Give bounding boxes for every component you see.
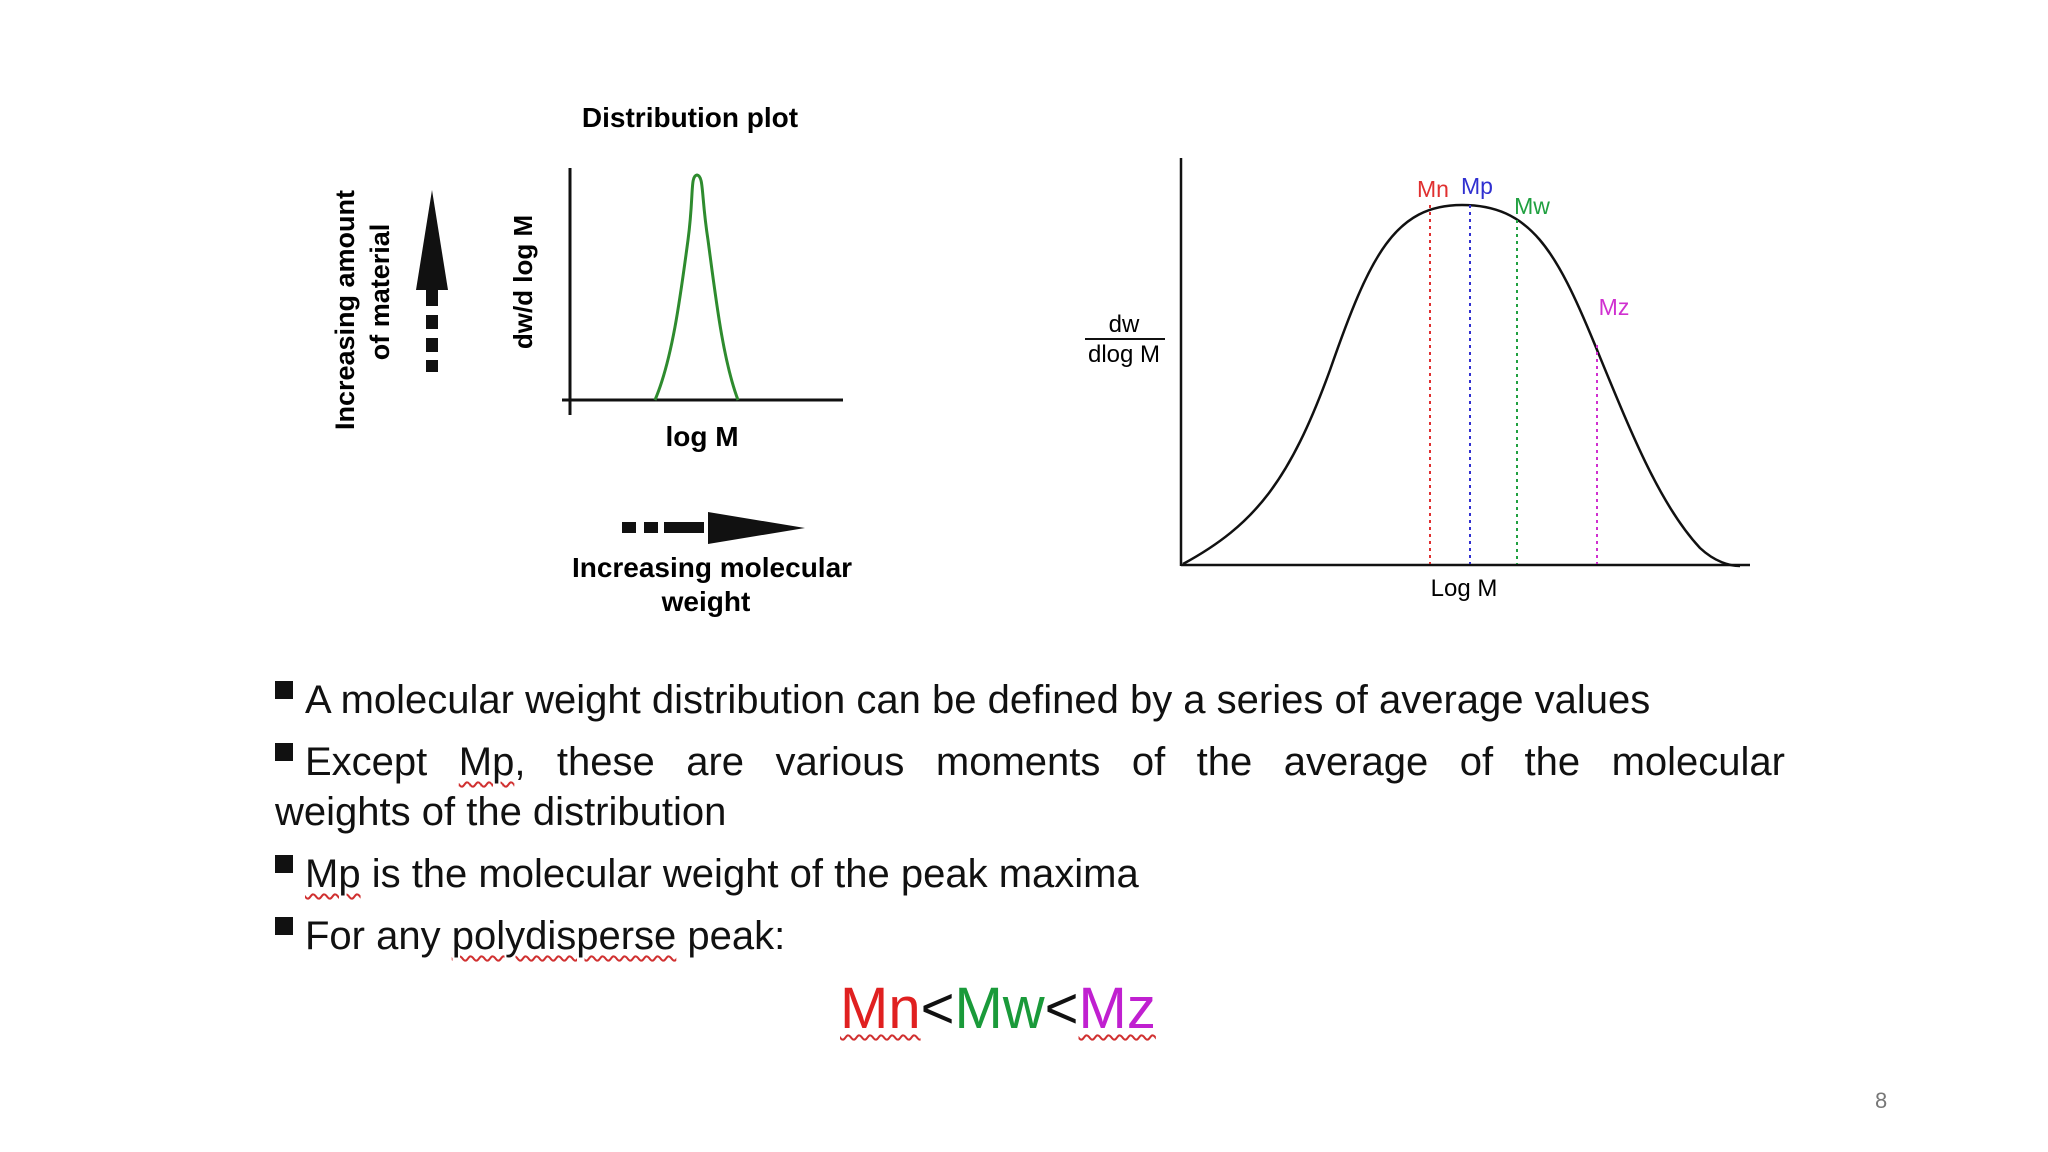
mp-marker-label: Mp (1461, 173, 1493, 199)
bullet-continuation: weights of the distribution (275, 787, 1785, 837)
mz-term: Mz (1078, 976, 1156, 1041)
of-material-label: of material (365, 224, 395, 361)
square-bullet-icon (275, 855, 293, 873)
mz-marker-label: Mz (1599, 294, 1630, 320)
right-logm-axis-label: Log M (1431, 575, 1498, 602)
narrow-distribution-curve (653, 173, 740, 401)
molecular-weight-averages-figure: dw dlog M Mn Mp Mw Mz Log M (1085, 158, 1750, 602)
mp-term: Mp (305, 852, 361, 896)
bullet-item: Except Mp, these are various moments of … (275, 737, 1785, 787)
distribution-plot-figure: Distribution plot Increasing amount of m… (330, 102, 852, 617)
average-inequality: Mn<Mw<Mz (840, 975, 1156, 1042)
weight-label: weight (661, 586, 751, 617)
bullet-item: For any polydisperse peak: (275, 911, 1785, 961)
mw-marker-label: Mw (1514, 193, 1550, 219)
bullet-text-2c: weights of the distribution (275, 790, 727, 834)
right-arrow-icon (622, 512, 805, 544)
less-than-2: < (1044, 976, 1079, 1041)
mn-term: Mn (840, 976, 921, 1041)
page-number: 8 (1875, 1088, 1888, 1113)
dw-label: dw (1109, 311, 1140, 338)
mn-marker-label: Mn (1417, 176, 1449, 202)
bullet-item: Mp is the molecular weight of the peak m… (275, 849, 1785, 899)
dlogm-label: dlog M (1088, 341, 1160, 368)
mw-term: Mw (954, 976, 1045, 1041)
broad-distribution-curve (1182, 203, 1741, 568)
square-bullet-icon (275, 743, 293, 761)
logm-axis-label: log M (665, 421, 738, 452)
bullet-text-2b: , these are various moments of the avera… (514, 740, 1785, 784)
distribution-plot-title: Distribution plot (582, 102, 798, 133)
polydisperse-term: polydisperse (451, 914, 677, 958)
dw-dlogm-axis-label: dw/d log M (508, 215, 538, 349)
bullet-list: A molecular weight distribution can be d… (275, 675, 1785, 973)
bullet-text-1: A molecular weight distribution can be d… (305, 678, 1651, 722)
up-arrow-icon (416, 190, 448, 372)
increasing-amount-label: Increasing amount (330, 190, 360, 430)
less-than-1: < (920, 976, 955, 1041)
increasing-molecular-label: Increasing molecular (572, 552, 852, 583)
bullet-item: A molecular weight distribution can be d… (275, 675, 1785, 725)
square-bullet-icon (275, 917, 293, 935)
bullet-text-2a: Except (305, 740, 459, 784)
bullet-text-4a: For any (305, 914, 452, 958)
bullet-text-3: is the molecular weight of the peak maxi… (360, 852, 1139, 896)
bullet-text-4b: peak: (676, 914, 786, 958)
square-bullet-icon (275, 681, 293, 699)
mp-term: Mp (458, 740, 515, 784)
